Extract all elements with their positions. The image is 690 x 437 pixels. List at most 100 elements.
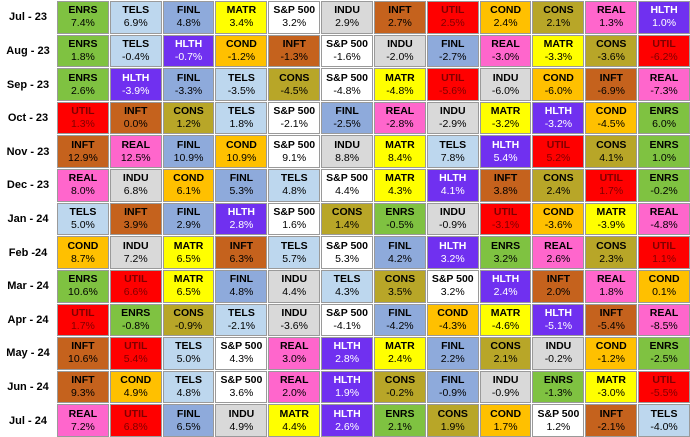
sector-return-value: -2.9% <box>439 118 467 131</box>
sector-cell: COND 10.9% <box>215 135 268 169</box>
sector-label: FINL <box>441 374 465 387</box>
sector-return-value: 2.7% <box>387 17 412 30</box>
sector-label: INDU <box>122 239 149 252</box>
sector-label: ENRS <box>649 340 679 353</box>
sector-cell: HLTH 2.4% <box>479 269 532 303</box>
sector-return-value: 5.2% <box>546 151 571 164</box>
sector-cell: INDU 7.2% <box>109 236 162 269</box>
sector-return-value: -5.1% <box>544 319 573 332</box>
sector-return-value: -1.3% <box>280 50 308 63</box>
sector-return-value: 1.9% <box>335 387 360 400</box>
sector-label: CONS <box>173 306 204 319</box>
sector-label: COND <box>648 273 680 286</box>
sector-label: TELS <box>439 138 467 151</box>
sector-label: MATR <box>490 306 521 319</box>
sector-label: TELS <box>650 407 678 420</box>
sector-cell: TELS 5.7% <box>268 236 321 269</box>
sector-cell: INDU -0.9% <box>479 370 532 404</box>
sector-return-value: 1.9% <box>440 420 465 433</box>
sector-return-value: -2.0% <box>386 50 414 63</box>
sector-cell: INFT 10.6% <box>57 337 109 370</box>
sector-label: S&P 500 <box>326 306 368 319</box>
sector-label: COND <box>595 340 627 353</box>
sector-label: FINL <box>441 37 465 50</box>
sector-label: HLTH <box>439 239 467 252</box>
sector-return-value: 2.6% <box>546 252 571 265</box>
row-label: Jul - 24 <box>0 404 56 437</box>
sector-label: COND <box>120 374 152 387</box>
sector-cell: INFT 12.9% <box>57 135 109 169</box>
sector-return-value: 3.2% <box>440 286 465 299</box>
sector-cell: FINL -3.3% <box>162 68 215 101</box>
sector-cell: S&P 500 4.4% <box>321 169 373 202</box>
sector-cell: TELS 5.0% <box>57 202 109 236</box>
sector-label: INFT <box>229 239 254 252</box>
sector-return-value: 1.3% <box>599 17 624 30</box>
sector-cell: COND -1.2% <box>215 34 268 68</box>
sector-return-value: 6.1% <box>176 185 201 198</box>
sector-return-value: -2.7% <box>439 50 467 63</box>
sector-label: UTIL <box>493 205 518 218</box>
sector-return-value: 5.0% <box>70 218 95 231</box>
sector-label: HLTH <box>544 306 573 319</box>
sector-label: COND <box>490 407 522 420</box>
sector-cell: INFT -2.1% <box>585 404 638 437</box>
sector-label: MATR <box>385 71 415 84</box>
sector-label: COND <box>173 172 205 185</box>
sector-return-value: 10.6% <box>68 353 98 366</box>
sector-cell: TELS 7.8% <box>426 135 479 169</box>
sector-label: TELS <box>175 340 202 353</box>
sector-label: UTIL <box>124 340 148 353</box>
sector-cell: CONS -0.9% <box>162 303 215 337</box>
sector-label: S&P 500 <box>431 273 474 286</box>
sector-return-value: -4.8% <box>650 218 678 231</box>
sector-return-value: -5.6% <box>439 84 467 97</box>
sector-label: REAL <box>491 37 520 50</box>
sector-return-value: 2.9% <box>335 17 360 30</box>
sector-label: TELS <box>280 239 308 252</box>
sector-cell: S&P 500 3.6% <box>215 370 268 404</box>
sector-cell: INDU -0.2% <box>532 337 585 370</box>
sector-label: S&P 500 <box>326 37 368 50</box>
sector-cell: ENRS -0.8% <box>109 303 162 337</box>
sector-return-value: 6.5% <box>176 420 201 433</box>
sector-cell: CONS 2.3% <box>585 236 638 269</box>
sector-cell: REAL 1.3% <box>585 1 638 34</box>
sector-cell: FINL 10.9% <box>162 135 215 169</box>
sector-cell: CONS 1.2% <box>162 101 215 135</box>
sector-cell: TELS 1.8% <box>215 101 268 135</box>
sector-label: REAL <box>121 138 151 151</box>
sector-return-value: -0.9% <box>439 218 467 231</box>
sector-cell: HLTH 2.8% <box>215 202 268 236</box>
sector-label: HLTH <box>439 172 467 185</box>
sector-cell: FINL -2.7% <box>426 34 479 68</box>
sector-return-value: 1.7% <box>599 185 624 198</box>
sector-cell: CONS 3.5% <box>373 269 426 303</box>
sector-return-value: 1.8% <box>70 50 95 63</box>
sector-cell: INFT 3.9% <box>109 202 162 236</box>
sector-return-value: 6.8% <box>123 185 148 198</box>
sector-return-value: 0.1% <box>652 286 677 299</box>
sector-label: MATR <box>490 105 521 118</box>
sector-cell: HLTH -5.1% <box>532 303 585 337</box>
sector-return-value: 4.3% <box>229 353 254 366</box>
sector-return-value: -3.3% <box>174 84 203 97</box>
sector-cell: S&P 500 -4.8% <box>321 68 373 101</box>
sector-label: INDU <box>281 273 308 286</box>
sector-label: UTIL <box>124 273 148 286</box>
sector-cell: UTIL 1.7% <box>585 169 638 202</box>
sector-cell: FINL 2.2% <box>426 337 479 370</box>
sector-return-value: -2.1% <box>227 319 256 332</box>
sector-return-value: 4.1% <box>440 185 465 198</box>
sector-label: TELS <box>227 71 255 84</box>
sector-return-value: 5.3% <box>335 252 360 265</box>
sector-return-value: -4.1% <box>333 319 361 332</box>
sector-return-value: 5.3% <box>229 185 254 198</box>
sector-return-value: 4.9% <box>123 387 148 400</box>
sector-cell: FINL 5.3% <box>215 169 268 202</box>
sector-cell: CONS 2.4% <box>532 169 585 202</box>
sector-return-value: -4.0% <box>650 420 678 433</box>
sector-cell: INFT 9.3% <box>57 370 109 404</box>
sector-cell: INDU 4.9% <box>215 404 268 437</box>
